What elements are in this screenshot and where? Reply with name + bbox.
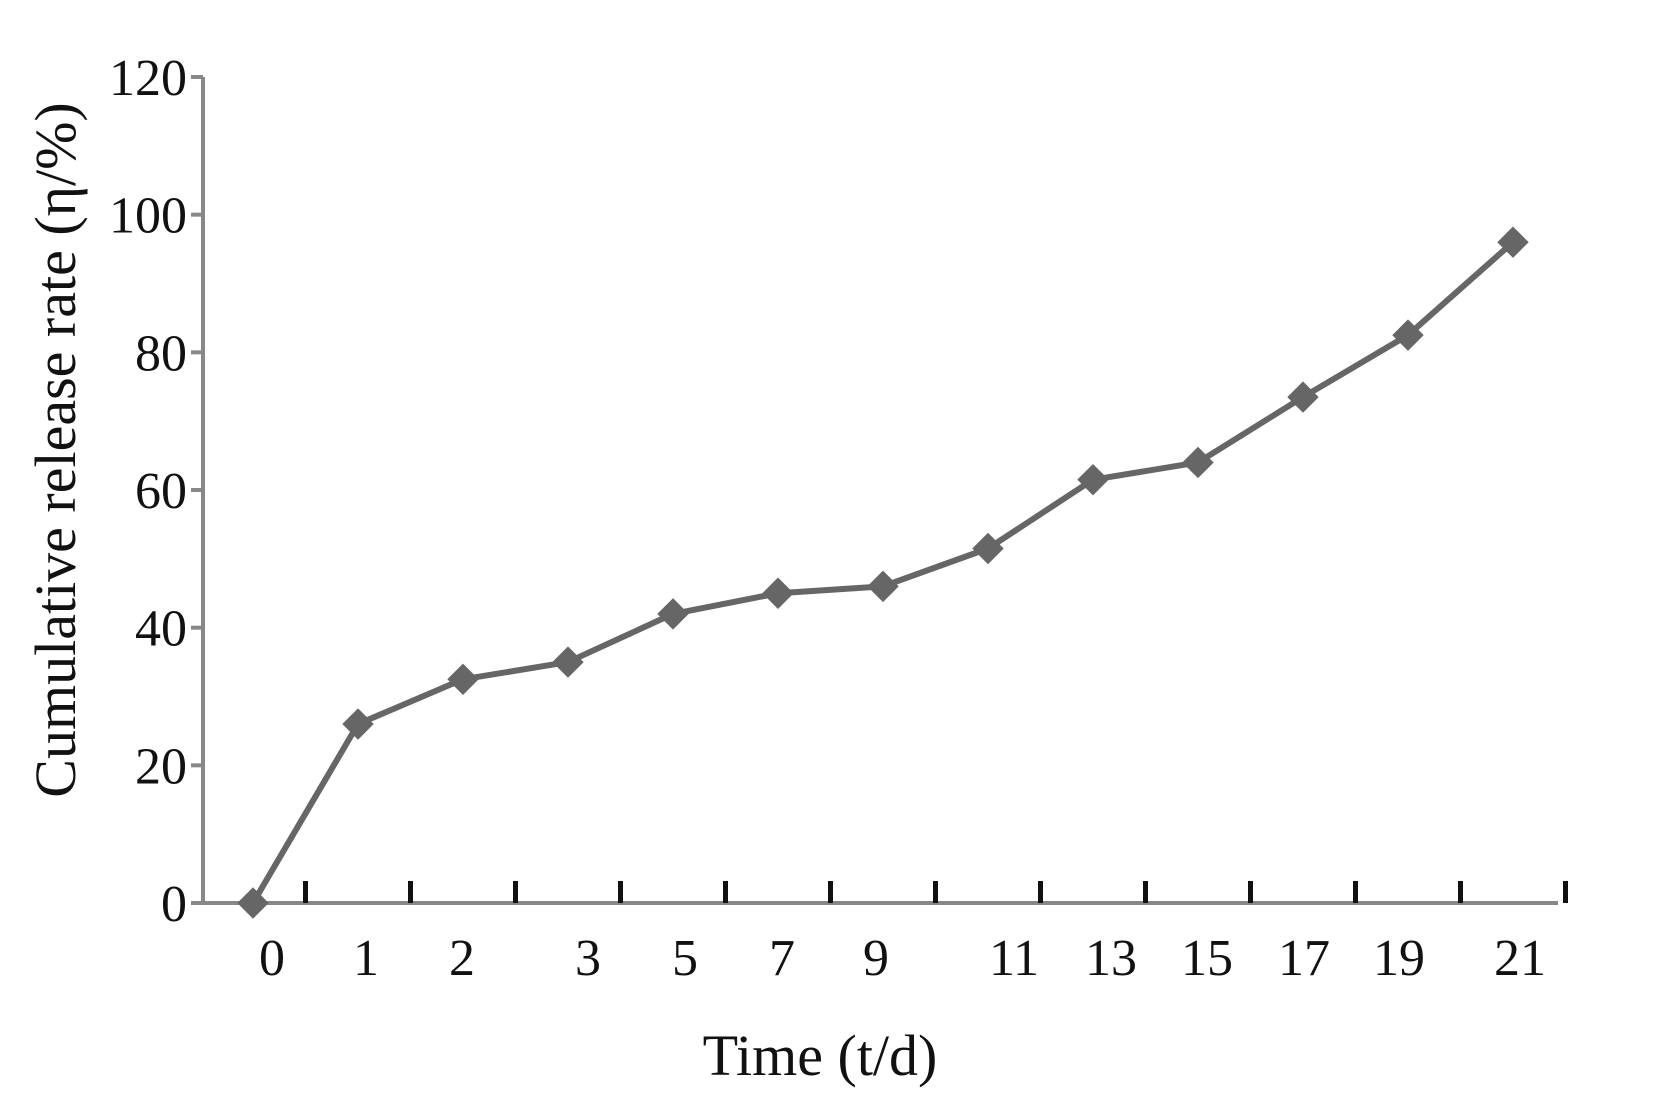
y-tick-label: 20 [135, 738, 187, 795]
y-tick-label: 120 [109, 50, 187, 107]
y-tick-label: 0 [161, 876, 187, 933]
data-point-marker [342, 708, 374, 740]
y-axis-ticks: 0 20 40 60 80 100 120 [109, 50, 203, 933]
data-point-marker [1497, 226, 1529, 258]
data-point-marker [657, 598, 689, 630]
data-point-marker [237, 887, 269, 919]
data-point-marker [972, 532, 1004, 565]
x-tick-label: 2 [449, 930, 475, 987]
x-tick-label: 13 [1085, 930, 1137, 987]
x-tick-label: 11 [989, 930, 1039, 987]
data-point-marker [552, 646, 584, 678]
y-tick-label: 100 [109, 188, 187, 245]
x-tick-label: 3 [575, 930, 601, 987]
y-tick-label: 40 [135, 601, 187, 658]
data-point-marker [762, 577, 794, 609]
x-tick-label: 0 [259, 930, 285, 987]
x-axis-label: Time (t/d) [703, 1023, 938, 1088]
y-axis-label: Cumulative release rate (η/%) [23, 102, 88, 797]
x-tick-label: 5 [672, 930, 698, 987]
x-axis-ticks: 0 1 2 3 5 7 9 11 13 15 17 19 21 [259, 881, 1568, 987]
data-point-marker [1182, 446, 1214, 479]
x-tick-label: 21 [1494, 930, 1546, 987]
data-point-marker [867, 570, 899, 603]
y-tick-label: 60 [135, 463, 187, 520]
x-tick-label: 9 [863, 930, 889, 987]
x-tick-label: 19 [1373, 930, 1425, 987]
data-point-marker [447, 663, 479, 695]
data-point-marker [1392, 319, 1424, 351]
data-point-marker [1077, 463, 1109, 496]
y-tick-label: 80 [135, 325, 187, 382]
x-tick-label: 17 [1278, 930, 1330, 987]
plot-area [237, 226, 1529, 919]
data-point-marker [1287, 381, 1319, 413]
x-tick-label: 1 [353, 930, 379, 987]
x-tick-label: 15 [1181, 930, 1233, 987]
x-tick-label: 7 [769, 930, 795, 987]
